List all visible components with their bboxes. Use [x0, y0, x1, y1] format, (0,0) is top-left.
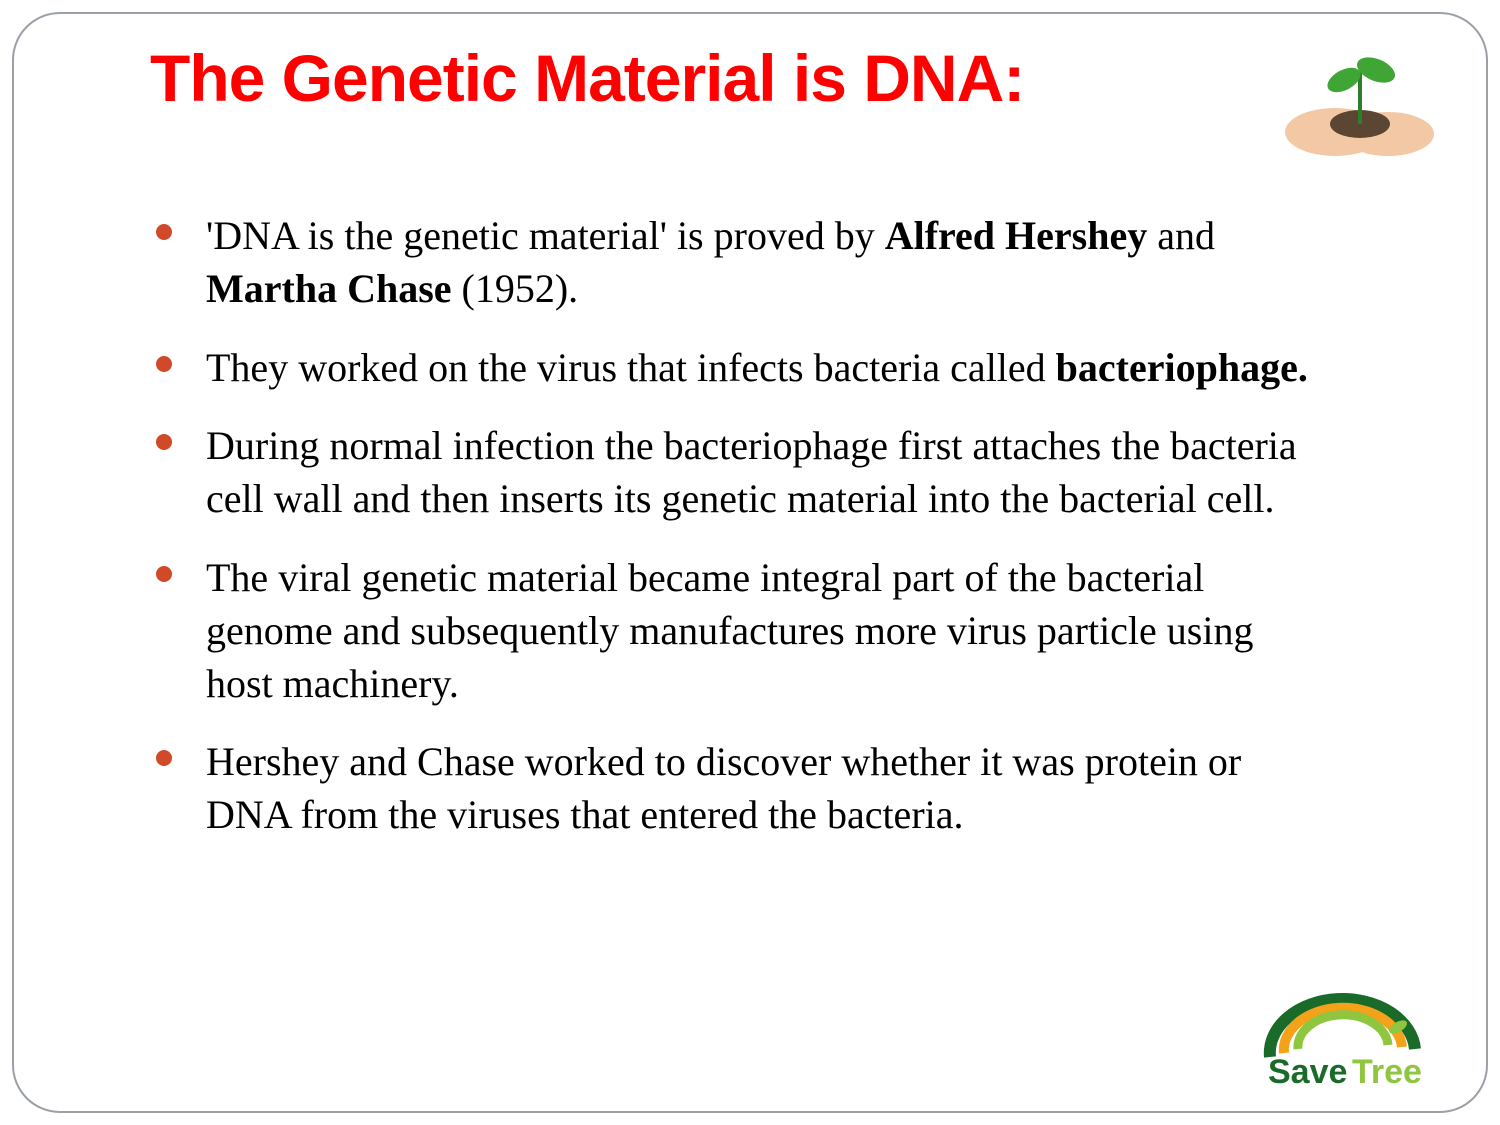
slide-title: The Genetic Material is DNA:	[150, 40, 1024, 116]
bullet-bold: Martha Chase	[206, 266, 452, 311]
bullet-text: The viral genetic material became integr…	[206, 555, 1253, 706]
bullet-text: and	[1147, 213, 1215, 258]
logo-text-tree: Tree	[1352, 1053, 1422, 1089]
logo-text-save: Save	[1268, 1053, 1347, 1089]
bullet-text: Hershey and Chase worked to discover whe…	[206, 739, 1241, 837]
bullet-text: During normal infection the bacteriophag…	[206, 423, 1297, 521]
bullet-item: The viral genetic material became integr…	[150, 552, 1310, 710]
logo-arc-inner	[1298, 1015, 1388, 1049]
save-tree-logo: Save Tree	[1250, 989, 1440, 1089]
bullet-text: (1952).	[452, 266, 579, 311]
bullet-text: 'DNA is the genetic material' is proved …	[206, 213, 885, 258]
bullet-item: 'DNA is the genetic material' is proved …	[150, 210, 1310, 316]
bullet-item: During normal infection the bacteriophag…	[150, 420, 1310, 526]
plant-in-hands-image	[1280, 32, 1440, 162]
bullet-bold: Alfred Hershey	[885, 213, 1148, 258]
slide: The Genetic Material is DNA: 'DNA is the…	[0, 0, 1500, 1125]
bullet-list: 'DNA is the genetic material' is proved …	[150, 210, 1310, 868]
bullet-item: Hershey and Chase worked to discover whe…	[150, 736, 1310, 842]
bullet-item: They worked on the virus that infects ba…	[150, 342, 1310, 395]
bullet-bold: bacteriophage.	[1056, 345, 1308, 390]
bullet-text: They worked on the virus that infects ba…	[206, 345, 1056, 390]
